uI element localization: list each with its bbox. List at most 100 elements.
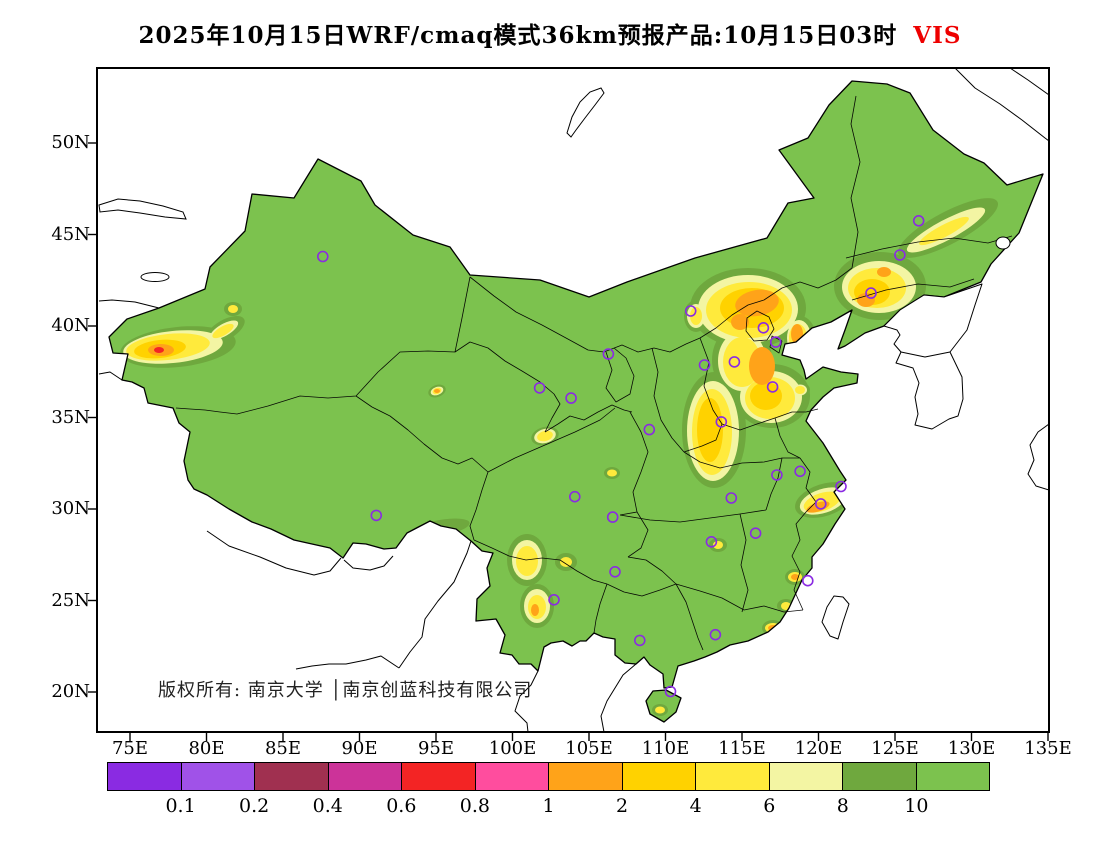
lon-tick-label: 80E	[188, 738, 225, 759]
bengal-coast	[295, 655, 400, 670]
kyushu-island	[1027, 423, 1049, 491]
city-marker	[606, 511, 619, 523]
city-marker	[568, 490, 581, 503]
lon-tick-label: 135E	[1024, 738, 1072, 759]
colorbar-tick-label: 0.2	[239, 795, 270, 817]
laos-border	[514, 670, 539, 732]
colorbar-tick-label: 8	[836, 795, 849, 817]
city-marker	[865, 287, 877, 299]
lat-tick-label: 25N	[51, 589, 90, 611]
colorbar-segment	[328, 763, 402, 790]
colorbar-tick-label: 0.6	[386, 795, 417, 817]
city-marker	[728, 356, 741, 368]
city-marker	[749, 527, 762, 540]
city-marker	[709, 628, 722, 641]
colorbar-segment	[769, 763, 843, 790]
city-marker	[771, 469, 783, 481]
city-marker	[835, 480, 847, 493]
city-marker	[664, 685, 677, 698]
colorbar-tick-label: 6	[763, 795, 776, 817]
colorbar-tick-label: 4	[689, 795, 702, 817]
myanmar-india-border	[398, 540, 472, 669]
colorbar-segment	[622, 763, 696, 790]
taiwan-island	[821, 595, 850, 640]
contour-band-0.6-0.8	[154, 347, 164, 353]
city-marker	[769, 336, 782, 348]
lon-tick-label: 110E	[641, 738, 690, 759]
city-marker	[548, 593, 560, 606]
copyright-text: 版权所有: 南京大学 │南京创蓝科技有限公司	[158, 680, 533, 701]
city-marker	[565, 392, 577, 404]
colorbar-tick-label: 2	[616, 795, 629, 817]
lon-tick-label: 100E	[488, 738, 537, 759]
colorbar-segment	[108, 763, 182, 790]
city-marker	[643, 423, 656, 436]
city-markers	[316, 215, 925, 698]
city-marker	[715, 416, 728, 428]
city-marker	[801, 574, 814, 587]
colorbar-tick-label: 1	[542, 795, 555, 817]
city-marker	[794, 465, 806, 478]
lat-tick-label: 50N	[51, 132, 90, 153]
city-marker	[912, 215, 925, 227]
city-marker	[316, 250, 329, 263]
colorbar-segment	[696, 763, 770, 790]
korea-peninsula	[883, 283, 983, 430]
city-marker	[633, 634, 646, 647]
lat-tick-label: 40N	[51, 315, 90, 336]
lat-tick-label: 45N	[51, 223, 90, 245]
lon-tick-label: 105E	[565, 738, 613, 759]
colorbar-tick-label: 10	[904, 795, 929, 817]
lake-issyk-kul	[140, 272, 170, 282]
colorbar-segment	[255, 763, 329, 790]
lon-tick-label: 130E	[947, 738, 996, 759]
colorbar-tick-label: 0.1	[165, 795, 196, 817]
axis-ticks	[88, 142, 1049, 741]
city-marker	[370, 509, 383, 522]
colorbar-segment	[181, 763, 255, 790]
city-marker	[894, 249, 906, 261]
lon-tick-label: 95E	[417, 738, 455, 759]
city-marker	[725, 492, 738, 504]
colorbar-segment	[843, 763, 917, 790]
colorbar-tick-label: 0.4	[312, 795, 343, 817]
colorbar-segment	[916, 763, 989, 790]
lon-tick-label: 120E	[794, 738, 843, 759]
lat-tick-label: 35N	[51, 406, 90, 428]
title-variable: VIS	[913, 22, 962, 49]
colorbar-segment	[402, 763, 476, 790]
lon-tick-label: 90E	[341, 738, 378, 759]
china-border	[108, 80, 1044, 689]
city-marker	[766, 381, 779, 393]
city-marker	[609, 565, 621, 578]
hainan-outline	[645, 689, 682, 723]
china-landmass	[109, 81, 1043, 688]
lat-tick-label: 30N	[51, 498, 90, 519]
city-marker	[705, 535, 718, 548]
city-marker	[757, 321, 770, 334]
lake-baikal	[566, 87, 605, 138]
city-marker	[698, 359, 711, 371]
neighbor-coastlines	[98, 68, 1049, 732]
visibility-contours	[120, 198, 999, 716]
plot-frame	[96, 67, 1050, 733]
lon-tick-label: 85E	[264, 738, 302, 759]
colorbar-segment	[475, 763, 549, 790]
colorbar	[107, 762, 990, 791]
lake-khanka	[995, 236, 1011, 250]
title-text: 2025年10月15日WRF/cmaq模式36km预报产品:10月15日03时	[138, 22, 898, 49]
lon-tick-label: 75E	[111, 738, 149, 759]
city-marker	[684, 305, 697, 317]
russia-coastline	[954, 68, 1049, 142]
colorbar-segment	[549, 763, 623, 790]
colorbar-tick-label: 0.8	[459, 795, 491, 817]
city-marker	[602, 348, 615, 360]
lon-tick-label: 125E	[871, 738, 919, 759]
lon-tick-label: 115E	[718, 738, 766, 759]
vietnam-coast	[600, 663, 637, 732]
city-marker	[814, 498, 827, 510]
page-title: 2025年10月15日WRF/cmaq模式36km预报产品:10月15日03时 V…	[0, 16, 1100, 50]
bhutan-border	[343, 555, 394, 571]
